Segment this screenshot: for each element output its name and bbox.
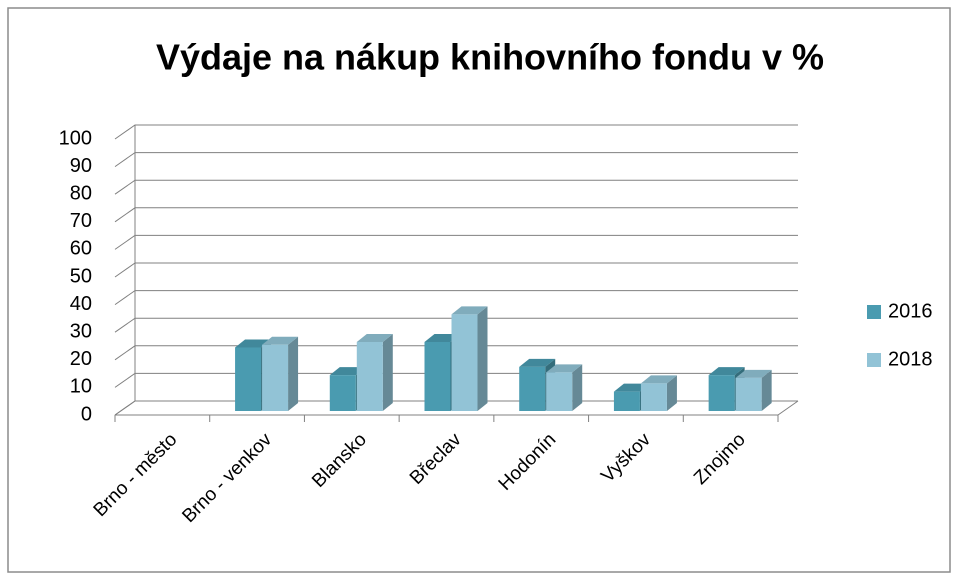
bar-face <box>735 377 762 411</box>
bar-face <box>519 366 546 411</box>
bar-face <box>262 344 289 411</box>
bar-face <box>356 342 383 411</box>
grid-line <box>114 317 798 333</box>
bar-face <box>424 342 451 411</box>
y-tick-label: 20 <box>70 348 92 370</box>
grid-line <box>114 345 798 361</box>
grid-line <box>114 124 798 140</box>
bar-top <box>451 306 488 315</box>
bar-top <box>356 334 393 342</box>
y-tick-label: 50 <box>70 265 92 287</box>
legend-swatch <box>867 353 881 367</box>
y-tick-label: 40 <box>70 293 92 315</box>
y-tick-label: 70 <box>70 210 92 232</box>
grid-line <box>114 234 798 250</box>
bar-face <box>708 375 735 411</box>
grid-line <box>114 207 798 223</box>
bar-face <box>235 347 262 411</box>
bar-top <box>519 358 556 367</box>
y-tick-label: 90 <box>70 155 92 177</box>
bar-side <box>666 375 677 411</box>
y-tick-label: 0 <box>81 403 92 425</box>
bar-face <box>546 372 573 411</box>
bar-face <box>640 383 667 411</box>
y-tick-label: 60 <box>70 238 92 260</box>
axis-floor <box>777 400 799 416</box>
legend-label: 2016 <box>888 300 933 322</box>
legend-swatch <box>867 305 881 319</box>
y-tick-label: 10 <box>70 376 92 398</box>
bar-side <box>761 369 772 411</box>
bar-side <box>572 364 583 411</box>
bar-top <box>708 367 745 376</box>
chart-border <box>7 7 951 573</box>
y-tick-label: 30 <box>70 320 92 342</box>
bar <box>356 334 393 411</box>
bar <box>546 364 583 411</box>
grid-line <box>114 290 798 306</box>
grid-line <box>114 262 798 278</box>
y-tick-label: 100 <box>59 127 92 149</box>
bar-side <box>382 334 393 411</box>
bar-top <box>546 364 583 373</box>
bar-top <box>640 375 677 384</box>
bar <box>640 375 677 411</box>
grid-line <box>114 179 798 195</box>
y-tick-label: 80 <box>70 182 92 204</box>
bar-face <box>451 314 478 411</box>
bar <box>262 336 299 411</box>
legend-label: 2018 <box>888 348 933 370</box>
grid-line <box>114 152 798 168</box>
bar-face <box>613 391 640 411</box>
bar-top <box>262 336 299 345</box>
bar-face <box>329 375 356 411</box>
bar <box>451 306 488 411</box>
bar <box>735 369 772 411</box>
bar-side <box>288 336 299 411</box>
bar-side <box>477 306 488 411</box>
bar-top <box>735 369 772 378</box>
chart-title: Výdaje na nákup knihovního fondu v % <box>156 37 824 78</box>
